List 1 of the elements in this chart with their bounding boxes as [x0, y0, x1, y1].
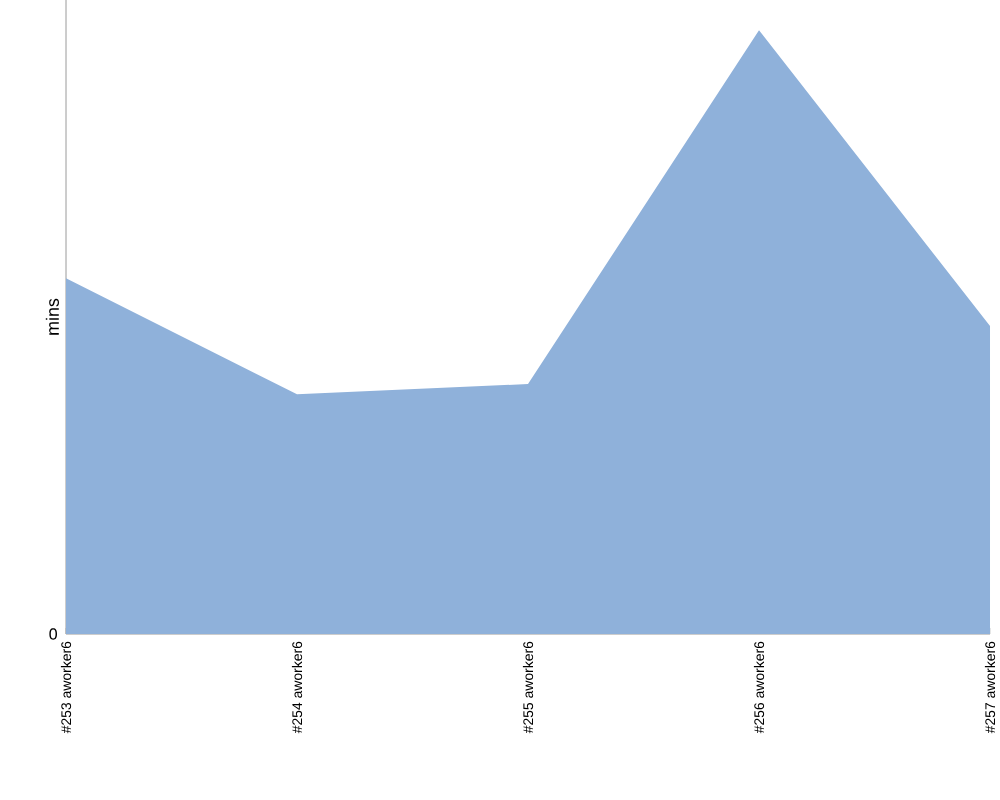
y-axis-title: mins — [45, 298, 59, 335]
